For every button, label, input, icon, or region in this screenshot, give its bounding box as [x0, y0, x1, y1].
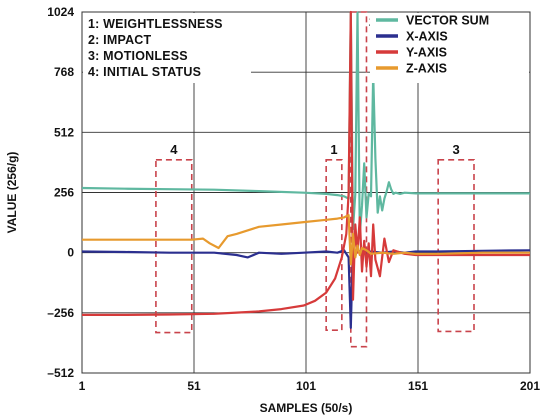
x-tick-label: 1 — [79, 379, 86, 393]
x-tick-label: 51 — [187, 379, 201, 393]
y-tick-label: 0 — [67, 246, 74, 260]
region-box-2 — [349, 11, 368, 348]
x-tick-label: 201 — [520, 379, 540, 393]
annotation-item: 2: IMPACT — [88, 33, 152, 47]
x-tick-labels: 1 51 101 151 201 — [79, 379, 541, 393]
region-label-1: 1 — [330, 142, 337, 157]
series-line-vector-sum — [81, 11, 530, 235]
annotation-list: 1: WEIGHTLESSNESS 2: IMPACT 3: MOTIONLESS 4… — [83, 13, 251, 83]
y-tick-label: 512 — [54, 125, 74, 139]
legend-backdrop — [370, 13, 529, 83]
legend-label: X-AXIS — [406, 30, 448, 44]
series-line-y-axis — [82, 10, 530, 316]
legend: VECTOR SUM X-AXIS Y-AXIS Z-AXIS — [370, 13, 529, 83]
x-axis-title: SAMPLES (50/s) — [260, 401, 353, 415]
region-box-3 — [437, 159, 475, 333]
x-tick-label: 101 — [296, 379, 316, 393]
region-box-4 — [155, 159, 193, 334]
annotation-item: 4: INITIAL STATUS — [88, 65, 201, 79]
region-label-3: 3 — [452, 142, 459, 157]
legend-label: Z-AXIS — [406, 62, 447, 76]
annotation-item: 3: MOTIONLESS — [88, 49, 188, 63]
series-line-z-axis — [82, 214, 530, 266]
annotation-item: 1: WEIGHTLESSNESS — [88, 17, 223, 31]
y-tick-label: 256 — [54, 186, 74, 200]
y-tick-labels: –512 –256 0 256 512 768 1024 — [47, 5, 74, 380]
highlight-regions: 4123 — [155, 11, 475, 348]
y-tick-label: 1024 — [47, 5, 74, 19]
region-label-4: 4 — [170, 142, 178, 157]
legend-label: VECTOR SUM — [406, 14, 489, 28]
y-axis-title: VALUE (256/g) — [5, 152, 19, 234]
legend-label: Y-AXIS — [406, 46, 447, 60]
y-tick-label: –256 — [47, 306, 74, 320]
annotation-backdrop — [83, 13, 251, 83]
x-tick-label: 151 — [408, 379, 428, 393]
y-tick-label: –512 — [47, 366, 74, 380]
y-tick-label: 768 — [54, 65, 74, 79]
series-lines — [81, 10, 531, 329]
region-box-1 — [325, 159, 343, 332]
